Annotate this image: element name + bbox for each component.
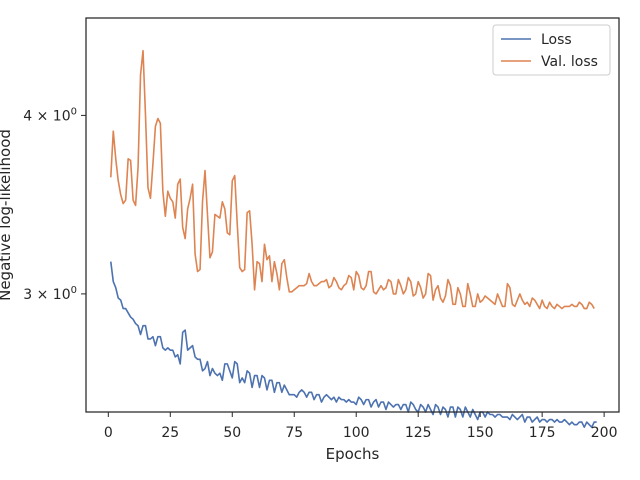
x-tick-label: 175 [529, 425, 556, 441]
x-tick-label: 25 [161, 425, 179, 441]
legend: Loss Val. loss [492, 24, 611, 76]
x-tick-label: 0 [104, 425, 113, 441]
plot-area [109, 49, 597, 428]
legend-label: Val. loss [541, 54, 598, 70]
x-tick-label: 50 [223, 425, 241, 441]
x-axis-label: Epochs [326, 445, 380, 463]
series-line-2 [109, 49, 595, 310]
x-tick-label: 150 [467, 425, 494, 441]
series-line-1 [109, 261, 597, 428]
x-tick-label: 125 [405, 425, 432, 441]
x-axis: 0 25 50 75 100 125 150 175 200 [104, 412, 618, 441]
x-tick-label: 75 [285, 425, 303, 441]
y-axis-label: Negative log-likelihood [0, 129, 14, 301]
x-tick-label: 100 [343, 425, 370, 441]
y-tick-label: 4 × 100 [23, 106, 77, 124]
y-tick-label: 3 × 100 [23, 285, 77, 303]
x-tick-label: 200 [591, 425, 618, 441]
legend-label: Loss [541, 32, 572, 48]
legend-box [492, 24, 611, 76]
y-axis: 3 × 100 4 × 100 [23, 106, 86, 303]
axes-frame [85, 17, 620, 413]
